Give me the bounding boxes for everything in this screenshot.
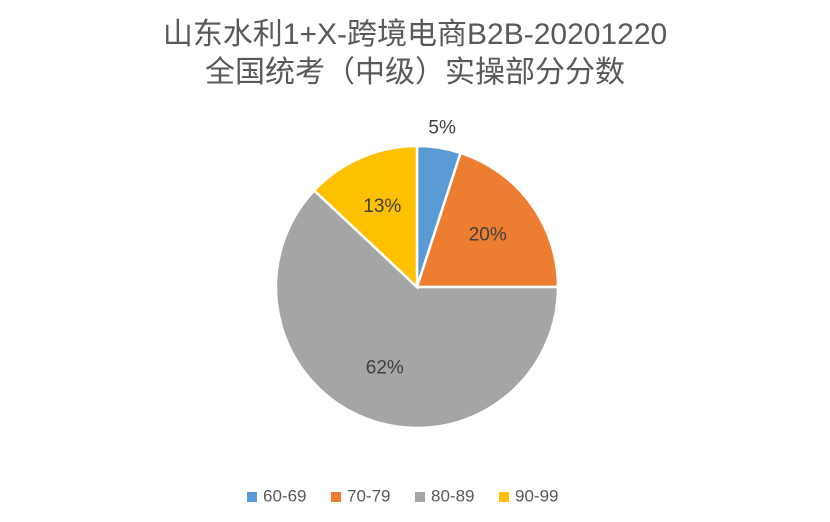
pie-slice bbox=[415, 151, 560, 289]
data-label: 62% bbox=[366, 357, 404, 378]
legend-label: 90-99 bbox=[515, 486, 558, 505]
legend-swatch bbox=[415, 492, 425, 502]
legend-label: 60-69 bbox=[263, 486, 306, 505]
chart-title: 山东水利1+X-跨境电商B2B-20201220 bbox=[163, 18, 667, 51]
chart-title: 全国统考（中级）实操部分分数 bbox=[205, 56, 625, 89]
data-label: 13% bbox=[363, 196, 401, 217]
pie-slice bbox=[274, 188, 560, 430]
data-label: 5% bbox=[428, 117, 456, 138]
pie-slice bbox=[312, 144, 419, 290]
data-label: 20% bbox=[469, 225, 507, 246]
legend-swatch bbox=[499, 492, 509, 502]
legend-swatch bbox=[331, 492, 341, 502]
legend-label: 70-79 bbox=[347, 486, 390, 505]
legend-label: 80-89 bbox=[431, 486, 474, 505]
legend-swatch bbox=[247, 492, 257, 502]
